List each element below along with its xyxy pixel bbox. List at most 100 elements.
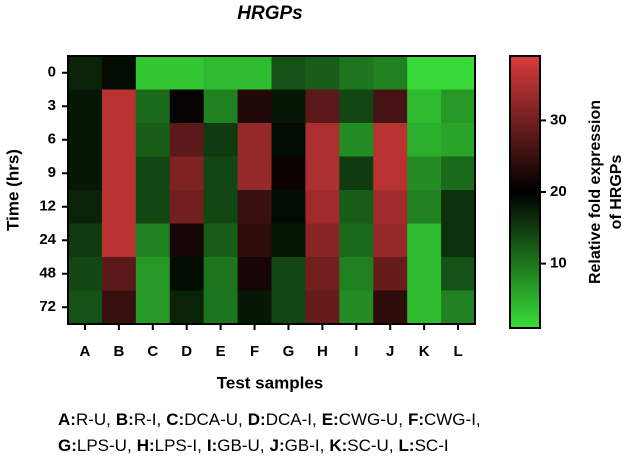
- heatmap-cell: [237, 89, 272, 124]
- heatmap-cell: [441, 223, 476, 258]
- heatmap-cell: [339, 156, 374, 191]
- x-axis-label: Test samples: [217, 373, 323, 392]
- heatmap-cell: [237, 123, 272, 157]
- footnote-text: DCA-I,: [266, 410, 317, 429]
- colorbar-label: Relative fold expression: [587, 100, 604, 284]
- heatmap-cell: [441, 190, 476, 224]
- x-tick-label: D: [181, 343, 192, 360]
- heatmap-cell: [305, 56, 340, 90]
- x-tick-label: G: [283, 343, 295, 360]
- heatmap-cell: [373, 290, 408, 325]
- heatmap-cell: [373, 257, 408, 291]
- heatmap-cell: [169, 123, 205, 157]
- heatmap-cell: [305, 290, 340, 325]
- heatmap-cell: [135, 190, 171, 224]
- footnote-key: L:: [399, 436, 415, 455]
- y-tick-label: 9: [48, 164, 56, 181]
- heatmap-cell: [305, 190, 340, 224]
- y-tick-label: 72: [39, 298, 56, 315]
- footnote-text: R-U,: [76, 410, 111, 429]
- heatmap-cell: [271, 156, 306, 191]
- heatmap-cell: [203, 190, 239, 224]
- heatmap-cell: [203, 123, 239, 157]
- heatmap-cell: [407, 223, 442, 258]
- y-tick-label: 0: [48, 64, 56, 81]
- heatmap-cell: [441, 89, 476, 124]
- heatmap-cell: [169, 89, 205, 124]
- heatmap-cell: [68, 56, 103, 90]
- heatmap-cell: [373, 223, 408, 258]
- heatmap-cell: [101, 56, 137, 90]
- footnote-text: R-I,: [134, 410, 161, 429]
- colorbar-tick-label: 20: [550, 183, 567, 200]
- heatmap-cell: [271, 56, 306, 90]
- heatmap-cell: [373, 190, 408, 224]
- y-axis-label: Time (hrs): [3, 149, 22, 231]
- heatmap-cell: [305, 223, 340, 258]
- heatmap-cell: [373, 56, 408, 90]
- footnote-text: GB-I,: [285, 436, 325, 455]
- heatmap-cell: [135, 56, 171, 90]
- heatmap-cell: [407, 290, 442, 325]
- heatmap-cell: [237, 190, 272, 224]
- heatmap-cell: [169, 56, 205, 90]
- heatmap-cell: [101, 89, 137, 124]
- footnote-text: DCA-U,: [184, 410, 243, 429]
- footnote-key: J:: [270, 436, 285, 455]
- y-tick-label: 3: [48, 97, 56, 114]
- footnote-text: CWG-U,: [339, 410, 403, 429]
- heatmap-cell: [101, 190, 137, 224]
- colorbar-label: of HRGPs: [608, 155, 625, 230]
- heatmap-cell: [101, 223, 137, 258]
- heatmap-cell: [271, 123, 306, 157]
- y-tick-label: 24: [39, 231, 56, 248]
- heatmap-cell: [441, 123, 476, 157]
- heatmap-cell: [203, 257, 239, 291]
- heatmap-cell: [237, 290, 272, 325]
- heatmap-cell: [237, 257, 272, 291]
- heatmap-cell: [101, 123, 137, 157]
- x-tick-label: F: [250, 343, 259, 360]
- x-tick-label: I: [354, 343, 358, 360]
- x-tick-label: H: [317, 343, 328, 360]
- footnote-text: LPS-I,: [155, 436, 202, 455]
- heatmap-cell: [135, 89, 171, 124]
- colorbar: [509, 55, 541, 329]
- heatmap-cell: [373, 123, 408, 157]
- heatmap-cell: [339, 190, 374, 224]
- heatmap-cell: [135, 156, 171, 191]
- chart-title: HRGPs: [237, 3, 302, 24]
- footnote-key: A:: [58, 410, 76, 429]
- heatmap-cell: [68, 123, 103, 157]
- heatmap-cell: [203, 89, 239, 124]
- heatmap-cell: [407, 123, 442, 157]
- x-tick-label: L: [453, 343, 462, 360]
- heatmap-cell: [135, 257, 171, 291]
- heatmap-cell: [203, 290, 239, 325]
- heatmap-cell: [169, 290, 205, 325]
- heatmap-cell: [68, 223, 103, 258]
- heatmap-cell: [203, 156, 239, 191]
- heatmap-cell: [339, 257, 374, 291]
- heatmap-cell: [68, 257, 103, 291]
- footnote-key: I:: [207, 436, 217, 455]
- heatmap-cell: [169, 156, 205, 191]
- heatmap-cell: [68, 290, 103, 325]
- colorbar-tick-label: 10: [550, 255, 567, 272]
- heatmap-cell: [407, 89, 442, 124]
- heatmap-cell: [407, 156, 442, 191]
- heatmap-cell: [169, 257, 205, 291]
- footnote-key: K:: [329, 436, 347, 455]
- heatmap-cell: [339, 123, 374, 157]
- heatmap-cell: [101, 290, 137, 325]
- heatmap-cell: [339, 89, 374, 124]
- y-tick-label: 48: [39, 265, 56, 282]
- footnote-key: F:: [408, 410, 424, 429]
- heatmap-cell: [305, 89, 340, 124]
- footnote-text: SC-I: [415, 436, 449, 455]
- heatmap-cell: [441, 257, 476, 291]
- heatmap-cell: [271, 290, 306, 325]
- footnote-key: D:: [248, 410, 266, 429]
- heatmap-cell: [169, 223, 205, 258]
- heatmap-cell: [169, 190, 205, 224]
